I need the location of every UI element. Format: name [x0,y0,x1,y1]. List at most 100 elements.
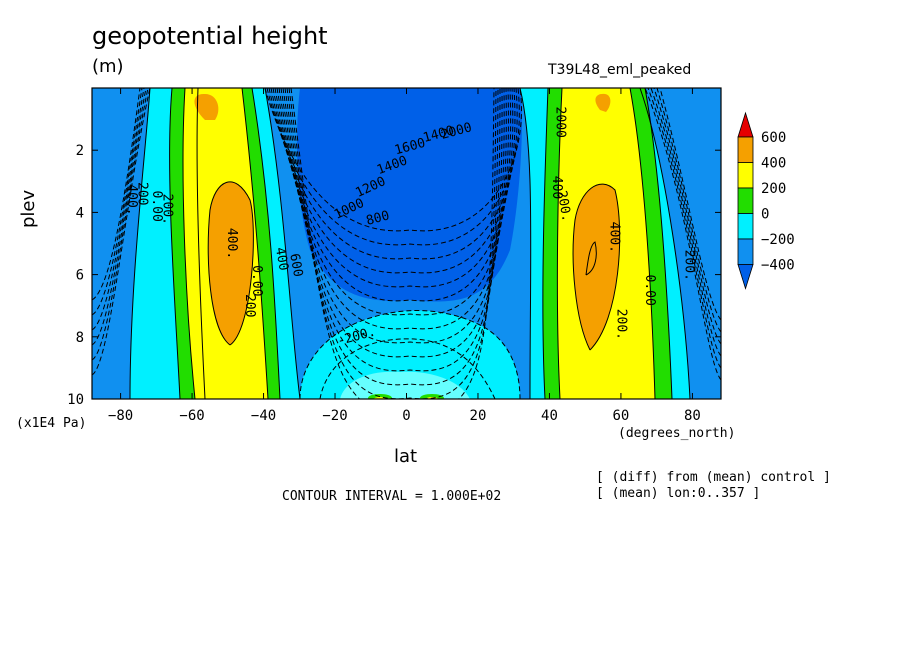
contour-solid-3 [196,88,206,399]
contour-dashed-8 [280,88,505,344]
band-minus200-center [300,310,520,399]
contour-interval: CONTOUR INTERVAL = 1.000E+02 [282,489,502,504]
contour-label-16: -200. [336,324,378,349]
band-400-left-top [194,93,219,120]
contour-dashed-24 [92,88,151,376]
colorbar-bottom-arrow [737,264,754,290]
plot-frame [91,87,722,400]
contour-solid-14 [572,183,621,351]
contour-dashed-15 [659,88,721,321]
colorbar-label: 600 [761,130,786,146]
mean-note: [ (mean) lon:0..357 ] [596,486,761,501]
chart-units: (m) [92,56,124,77]
contour-label-22: 0.00 [642,274,657,305]
colorbar-cell [737,187,754,214]
contour-dashed-27 [319,338,496,399]
contour-label-6: 200. [160,194,175,225]
colorbar-label: 200 [761,181,786,197]
band-200-center-a [374,397,386,399]
colorbar-cell [737,238,754,265]
x-tick-label: 0 [402,408,410,424]
contour-dashed-1 [266,88,520,246]
colorbar-label: 0 [761,207,769,223]
y-axis-label: plev [18,189,39,228]
x-axis-units: (degrees_north) [618,426,736,441]
contour-solid-9 [542,88,549,399]
x-tick-label: 60 [613,408,630,424]
contour-dashed-9 [282,88,503,358]
contour-dashed-13 [290,88,495,399]
contour-dashed-14 [92,88,141,301]
filled-contours [92,88,721,399]
colorbar-cell [737,213,754,240]
contour-label-10: 1000 [332,196,367,223]
contour-label-23: 200. [681,250,696,281]
colorbar-cell [737,162,754,189]
contour-solid-15 [585,241,597,276]
contour-dashed-3 [270,88,516,274]
y-tick-label: 10 [67,392,84,408]
contour-label-17: 400 [549,176,564,199]
contour-dashed-19 [653,88,721,345]
band-0-left [169,88,280,399]
y-axis-units: (x1E4 Pa) [16,416,87,431]
contour-dashed-11 [286,88,499,386]
band-400-left [208,181,254,345]
y-tick-label: 6 [76,268,84,284]
contour-label-5: 0.00 [149,191,164,222]
contour-dashed-23 [647,88,721,369]
contour-label-12: 1400 [375,153,410,178]
contour-solid-0 [129,88,151,399]
contour-label-19: 200. [554,189,574,222]
contour-dashed-10 [284,88,501,372]
contour-label-15: 2000 [439,120,473,143]
contour-dashed-7 [278,88,507,330]
contour-label-9: 800 [365,208,392,229]
contour-dashed-6 [276,88,509,316]
contour-dashed-0 [264,88,522,232]
band-200-right [557,88,655,399]
colorbar-label: −200 [761,232,795,248]
x-tick-label: −20 [322,408,347,424]
band-center-light [340,371,470,399]
contour-solid-8 [519,88,532,399]
contour-solid-10 [556,88,563,399]
contour-label-3: 400. [124,184,139,215]
band-0-center-b [420,394,444,399]
y-tick-label: 8 [76,330,84,346]
diff-note: [ (diff) from (mean) control ] [596,470,831,485]
x-axis-label: lat [394,446,418,467]
contour-label-4: 200 [135,182,150,205]
contour-label-18: 2000 [553,107,568,138]
contour-dashed-22 [92,88,149,361]
x-tick-label: −60 [179,408,204,424]
contour-solid-11 [639,88,691,399]
contour-dashed-4 [272,88,514,288]
band-minus200-left [130,88,300,399]
x-tick-label: 20 [470,408,487,424]
band-400-right [573,184,620,350]
contour-label-21: 200. [613,309,628,340]
contour-label-2: 0.00 [249,265,264,296]
contour-label-1: 200 [242,294,257,317]
contour-label-14: 1400 [422,123,456,146]
y-tick-label: 4 [76,205,84,221]
contour-solid-13 [629,88,656,399]
contour-dashed-21 [650,88,721,357]
contour-solid-2 [182,88,196,399]
contour-solid-4 [207,181,254,346]
band-200-left [183,88,268,399]
x-tick-label: −80 [108,408,133,424]
band-0-center-a [368,394,392,399]
contour-dashed-26 [299,310,521,399]
contour-solid-5 [264,88,301,399]
x-tick-label: −40 [251,408,276,424]
colorbar-label: −400 [761,258,795,274]
band-minus600 [297,88,522,302]
band-minus400 [92,88,721,399]
contour-dashed-20 [92,88,147,346]
contour-dashed-18 [92,88,145,331]
band-minus400-lower [92,250,721,399]
contour-label-20: 400. [606,222,621,253]
